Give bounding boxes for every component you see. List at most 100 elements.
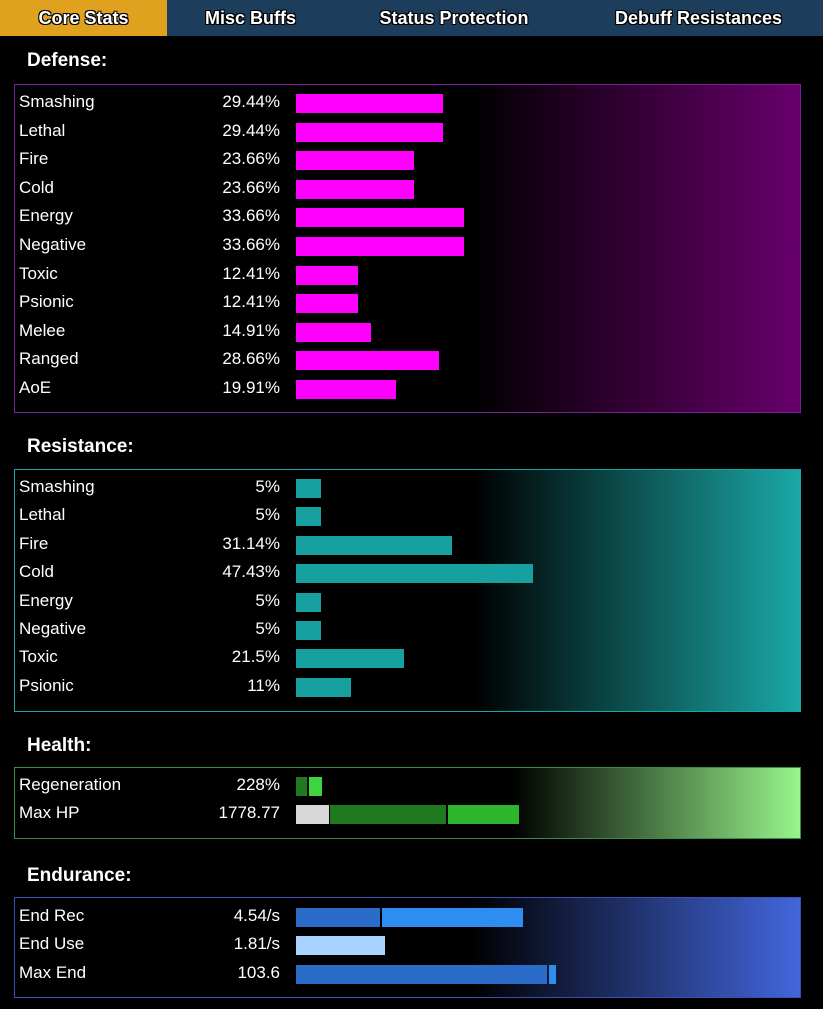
stat-label: Lethal — [19, 505, 66, 525]
tab-core-stats[interactable]: Core Stats — [0, 0, 167, 36]
stat-row: Negative 33.66% — [15, 232, 800, 260]
stat-label: Psionic — [19, 675, 74, 695]
stat-bar — [296, 351, 439, 371]
stat-label: Fire — [19, 149, 49, 169]
tab-bar: Core Stats Misc Buffs Status Protection … — [0, 0, 823, 36]
stat-row: Lethal 5% — [15, 502, 800, 530]
stat-row: Max HP 1778.77 — [15, 800, 800, 828]
endrec-bar-bonus — [382, 908, 523, 927]
maxhp-bar-bonus — [448, 805, 519, 824]
stat-row: End Use 1.81/s — [15, 931, 800, 959]
maxend-bar-bonus — [549, 965, 556, 984]
stat-label: Energy — [19, 206, 73, 226]
stat-value: 5% — [255, 619, 280, 638]
regen-bar-bonus — [309, 777, 322, 796]
endurance-heading: Endurance: — [27, 865, 132, 886]
stat-value: 31.14% — [222, 533, 280, 553]
tab-misc-buffs[interactable]: Misc Buffs — [204, 8, 296, 28]
stat-row: Energy 33.66% — [15, 203, 800, 231]
stat-bar — [296, 179, 414, 199]
stat-value: 23.66% — [222, 177, 280, 197]
stat-row: Toxic 21.5% — [15, 644, 800, 672]
stat-value: 4.54/s — [233, 906, 280, 925]
stat-row: Energy 5% — [15, 588, 800, 616]
regen-bar-base — [296, 777, 307, 796]
stat-label: Energy — [19, 590, 73, 610]
stat-bar — [296, 294, 358, 314]
stat-row: Psionic 11% — [15, 673, 800, 701]
stat-bar — [296, 208, 464, 228]
stat-value: 14.91% — [222, 320, 280, 340]
stat-bar — [296, 621, 321, 640]
stat-value: 5% — [255, 590, 280, 610]
stat-value: 12.41% — [222, 263, 280, 283]
stat-label: Melee — [19, 320, 66, 340]
stat-row: Fire 31.14% — [15, 531, 800, 559]
health-heading: Health: — [27, 735, 92, 756]
stat-bar — [296, 479, 321, 498]
stat-row: Negative 5% — [15, 616, 800, 644]
stat-bar — [296, 237, 464, 256]
stat-value: 1778.77 — [218, 803, 280, 822]
stat-row: Regeneration 228% — [15, 772, 800, 800]
stat-value: 29.44% — [222, 92, 280, 111]
stat-row: Max End 103.6 — [15, 960, 800, 988]
stat-label: Negative — [19, 235, 87, 254]
stat-value: 33.66% — [222, 235, 280, 254]
stat-value: 29.44% — [222, 120, 280, 140]
stat-bar — [296, 507, 321, 527]
stat-row: Smashing 5% — [15, 474, 800, 502]
stat-label: End Rec — [19, 906, 85, 925]
stat-label: Toxic — [19, 647, 58, 667]
resistance-panel: Smashing 5% Lethal 5% Fire 31.14% Cold 47.43% En… — [14, 469, 801, 712]
stat-row: Cold 23.66% — [15, 175, 800, 203]
stat-value: 23.66% — [222, 149, 280, 169]
health-panel-gradient — [512, 768, 800, 838]
stat-label: Cold — [19, 562, 54, 582]
defense-panel: Smashing 29.44% Lethal 29.44% Fire 23.66% Cold… — [14, 84, 801, 413]
stat-row: Fire 23.66% — [15, 146, 800, 174]
stat-value: 12.41% — [222, 292, 280, 312]
maxend-bar-base — [296, 965, 547, 984]
stat-label: Negative — [19, 619, 87, 638]
stat-value: 5% — [255, 477, 280, 496]
stat-value: 103.6 — [237, 963, 280, 982]
stat-row: AoE 19.91% — [15, 375, 800, 403]
stat-bar — [296, 649, 404, 669]
stat-label: AoE — [19, 378, 52, 397]
tab-status-protection[interactable]: Status Protection — [379, 8, 529, 28]
resistance-panel-gradient — [474, 470, 800, 711]
stat-label: End Use — [19, 934, 85, 953]
stat-label: Smashing — [19, 92, 95, 111]
endrec-bar-base — [296, 908, 380, 927]
stat-label: Ranged — [19, 349, 79, 369]
stat-label: Smashing — [19, 477, 95, 496]
stat-label: Toxic — [19, 263, 58, 283]
stat-value: 5% — [255, 505, 280, 525]
stat-bar — [296, 265, 358, 285]
stat-value: 11% — [247, 675, 280, 695]
stat-bar — [296, 151, 414, 171]
stat-row: Psionic 12.41% — [15, 289, 800, 317]
endurance-panel: End Rec 4.54/s End Use 1.81/s Max End 10… — [14, 897, 801, 998]
stat-row: Ranged 28.66% — [15, 346, 800, 374]
tab-debuff-resistances[interactable]: Debuff Resistances — [614, 8, 783, 28]
stat-value: 1.81/s — [233, 934, 280, 953]
stat-label: Psionic — [19, 292, 74, 312]
stat-row: End Rec 4.54/s — [15, 903, 800, 931]
stat-bar — [296, 94, 443, 113]
resistance-heading: Resistance: — [27, 436, 134, 457]
stat-row: Cold 47.43% — [15, 559, 800, 587]
stat-bar — [296, 592, 321, 612]
stat-bar — [296, 322, 371, 342]
stat-row: Melee 14.91% — [15, 318, 800, 346]
stat-label: Fire — [19, 533, 49, 553]
stat-value: 228% — [236, 775, 280, 794]
stat-bar — [296, 535, 452, 555]
stat-bar — [296, 677, 351, 697]
enduse-bar — [296, 936, 385, 955]
stat-value: 19.91% — [222, 378, 280, 397]
stat-bar — [296, 122, 443, 142]
stat-bar — [296, 380, 396, 399]
stat-bar — [296, 564, 533, 584]
